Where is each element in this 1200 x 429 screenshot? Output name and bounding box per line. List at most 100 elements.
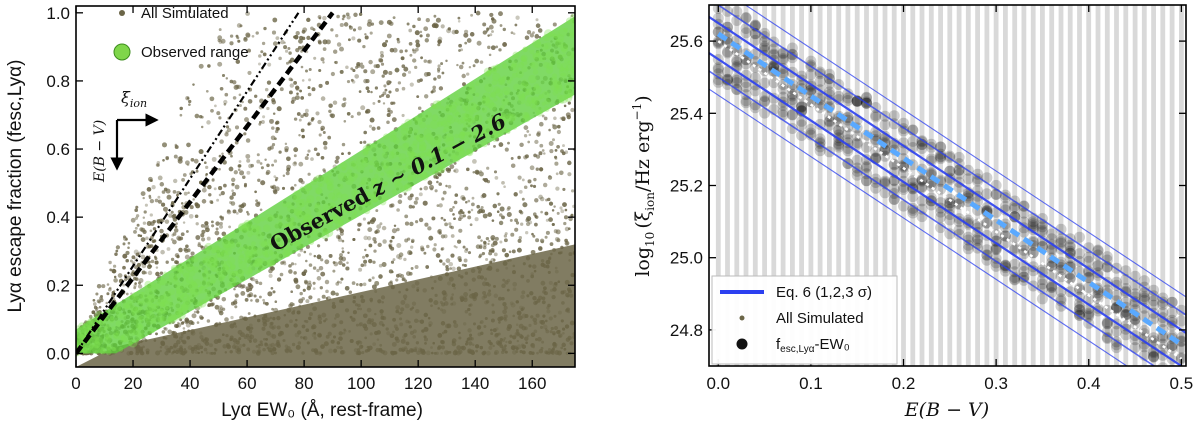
simulated-point xyxy=(334,159,339,164)
simulated-point xyxy=(520,222,524,226)
simulated-point xyxy=(526,30,532,35)
simulated-point xyxy=(345,65,349,70)
simulated-point xyxy=(246,158,251,163)
simulated-point xyxy=(499,24,503,27)
simulated-point xyxy=(436,204,440,207)
simulated-point xyxy=(182,173,187,177)
simulated-point xyxy=(215,227,219,231)
simulated-point xyxy=(420,247,425,252)
simulated-point xyxy=(341,103,346,108)
simulated-point xyxy=(142,196,145,200)
simulated-point xyxy=(234,293,239,298)
simulated-point xyxy=(330,71,335,77)
simulated-point xyxy=(281,260,285,264)
simulated-point xyxy=(357,26,362,31)
simulated-point xyxy=(165,188,171,194)
simulated-point xyxy=(160,249,165,255)
simulated-point xyxy=(372,101,376,105)
simulated-point xyxy=(239,284,245,289)
simulated-point xyxy=(449,225,453,229)
simulated-point xyxy=(125,292,129,296)
simulated-point xyxy=(193,158,199,164)
simulated-point xyxy=(195,235,201,240)
simulated-point xyxy=(517,175,522,180)
simulated-point xyxy=(258,281,263,286)
simulated-point xyxy=(393,224,397,227)
simulated-point xyxy=(224,92,229,97)
simulated-point xyxy=(341,250,345,254)
simulated-point xyxy=(138,278,144,283)
simulated-point xyxy=(218,186,223,191)
simulated-point xyxy=(157,199,162,204)
simulated-point xyxy=(122,283,126,287)
simulated-point xyxy=(424,94,429,99)
simulated-point xyxy=(218,39,223,44)
simulated-point xyxy=(308,68,312,71)
simulated-point xyxy=(443,234,448,239)
simulated-point xyxy=(241,202,247,207)
simulated-point xyxy=(319,286,323,290)
simulated-point xyxy=(540,240,545,244)
simulated-point xyxy=(219,87,224,91)
simulated-point xyxy=(271,185,275,190)
simulated-point xyxy=(364,33,367,36)
simulated-point xyxy=(498,48,502,52)
simulated-point xyxy=(133,284,137,288)
simulated-point xyxy=(454,193,459,197)
simulated-point xyxy=(136,223,140,227)
simulated-point xyxy=(245,153,251,159)
simulated-point xyxy=(106,283,110,286)
simulated-point xyxy=(563,104,567,108)
simulated-point xyxy=(235,211,239,215)
simulated-point xyxy=(260,50,264,54)
simulated-point xyxy=(165,211,168,214)
simulated-point xyxy=(358,267,363,272)
simulated-point xyxy=(199,315,203,320)
simulated-point xyxy=(115,245,120,250)
simulated-point xyxy=(435,17,441,23)
simulated-point xyxy=(437,74,442,79)
simulated-point xyxy=(555,229,561,235)
simulated-point xyxy=(245,138,251,143)
simulated-point xyxy=(167,329,173,335)
simulated-point xyxy=(538,151,543,156)
simulated-point xyxy=(267,62,272,67)
simulated-point xyxy=(194,113,200,119)
simulated-point xyxy=(536,130,542,136)
simulated-point xyxy=(193,310,197,314)
simulated-point xyxy=(341,263,346,267)
simulated-point xyxy=(246,170,251,175)
simulated-point xyxy=(237,164,242,168)
simulated-point xyxy=(428,235,434,241)
simulated-point xyxy=(336,42,342,47)
simulated-point xyxy=(328,253,333,258)
simulated-point xyxy=(288,77,293,82)
simulated-point xyxy=(334,60,338,65)
simulated-point xyxy=(365,253,369,258)
simulated-point xyxy=(424,222,429,227)
simulated-point xyxy=(96,299,101,303)
simulated-point xyxy=(251,34,255,38)
simulated-point xyxy=(414,265,419,269)
simulated-point xyxy=(411,48,415,52)
simulated-point xyxy=(504,147,509,152)
simulated-point xyxy=(204,221,209,226)
simulated-point xyxy=(448,222,452,226)
simulated-point xyxy=(166,194,172,200)
simulated-point xyxy=(298,118,302,122)
simulated-point xyxy=(548,201,554,206)
simulated-point xyxy=(559,116,563,120)
simulated-point xyxy=(258,295,262,299)
simulated-point xyxy=(474,217,479,222)
simulated-point xyxy=(122,242,126,246)
simulated-point xyxy=(183,209,189,215)
simulated-point xyxy=(284,148,289,153)
simulated-point xyxy=(547,175,553,180)
simulated-point xyxy=(475,10,481,16)
simulated-point xyxy=(231,192,236,197)
simulated-point xyxy=(320,125,326,131)
simulated-point xyxy=(322,131,326,134)
simulated-point xyxy=(420,245,424,250)
simulated-point xyxy=(438,182,442,186)
simulated-point xyxy=(408,204,413,209)
